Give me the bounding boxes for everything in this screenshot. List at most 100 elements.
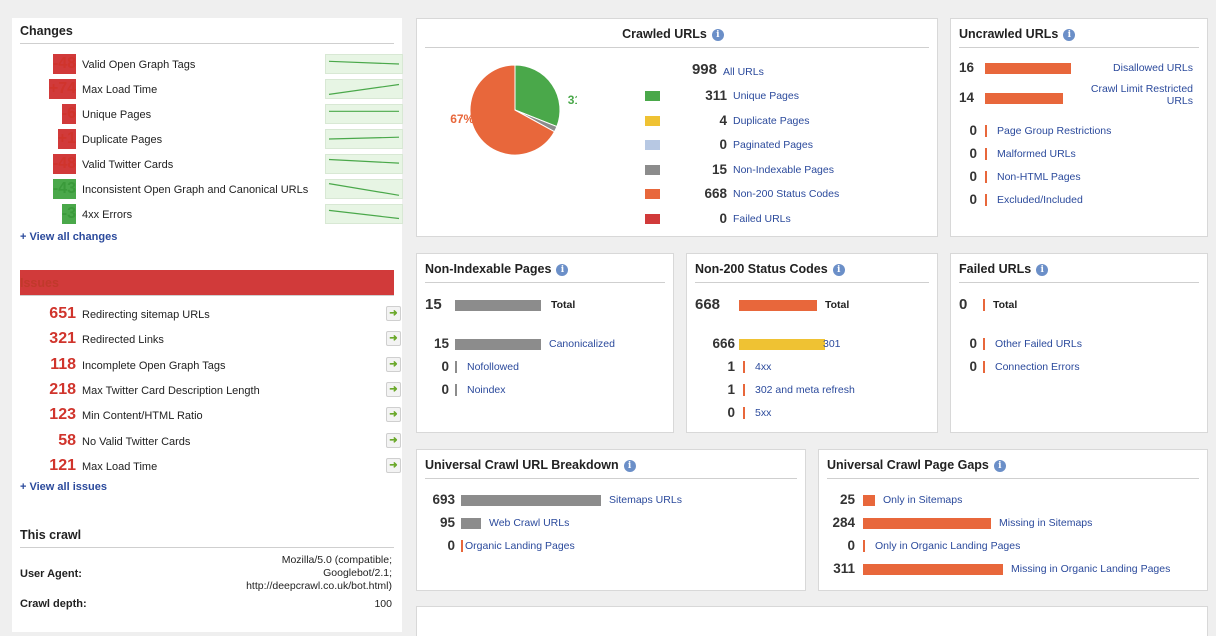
breakdown-row[interactable]: 95 Web Crawl URLs: [425, 514, 795, 532]
info-icon[interactable]: i: [711, 29, 724, 41]
failed-link[interactable]: Connection Errors: [995, 361, 1080, 373]
value-tick: [455, 384, 457, 396]
arrow-right-icon[interactable]: ➜: [386, 306, 401, 321]
non200-link[interactable]: 4xx: [755, 361, 772, 373]
arrow-right-icon[interactable]: ➜: [386, 432, 401, 448]
pie-slice-label: 67%: [450, 112, 474, 126]
arrow-right-icon[interactable]: ➜: [386, 457, 401, 473]
failed-row[interactable]: 0 Connection Errors: [959, 358, 1199, 376]
info-icon[interactable]: i: [623, 460, 636, 472]
crawled-count: 311: [705, 88, 727, 103]
non200-link[interactable]: 5xx: [755, 407, 772, 419]
issue-row[interactable]: 651 Redirecting sitemap URLs ➜: [20, 304, 401, 324]
breakdown-link[interactable]: Organic Landing Pages: [465, 540, 575, 552]
issue-row[interactable]: 121 Max Load Time ➜: [20, 456, 401, 476]
view-all-changes-link[interactable]: + View all changes: [20, 231, 118, 243]
crawled-link[interactable]: Duplicate Pages: [733, 114, 810, 127]
total-count: 668: [695, 296, 721, 313]
nonindexable-row[interactable]: 15 Canonicalized: [425, 335, 665, 353]
arrow-right-icon[interactable]: ➜: [386, 381, 401, 397]
issue-count: 58: [58, 431, 76, 449]
uncrawled-link[interactable]: Malformed URLs: [997, 148, 1076, 160]
info-icon[interactable]: i: [556, 264, 569, 276]
arrow-right-icon[interactable]: ➜: [386, 407, 401, 423]
uncrawled-row[interactable]: 0 Page Group Restrictions: [959, 122, 1199, 140]
uncrawled-row[interactable]: 14 Crawl Limit Restricted URLs: [959, 83, 1199, 107]
issue-row[interactable]: 123 Min Content/HTML Ratio ➜: [20, 405, 401, 425]
crawled-link[interactable]: Paginated Pages: [733, 139, 813, 151]
info-icon[interactable]: i: [1036, 264, 1049, 276]
crawled-count: 0: [719, 137, 727, 152]
gap-row[interactable]: 311 Missing in Organic Landing Pages: [827, 560, 1197, 578]
pie-slice: [514, 64, 561, 128]
non200-row[interactable]: 666 301: [695, 335, 935, 353]
crawled-row[interactable]: 311 Unique Pages: [645, 87, 925, 105]
nonindexable-link[interactable]: Nofollowed: [467, 361, 519, 373]
crawled-row[interactable]: 668 Non-200 Status Codes: [645, 185, 925, 203]
failed-row[interactable]: 0 Other Failed URLs: [959, 335, 1199, 353]
uncrawled-row[interactable]: 0 Malformed URLs: [959, 145, 1199, 163]
change-value: -43: [52, 179, 76, 199]
all-urls-row[interactable]: 998 All URLs: [635, 61, 935, 79]
info-icon[interactable]: i: [832, 264, 845, 276]
change-sparkline: [325, 129, 403, 149]
issue-row[interactable]: 58 No Valid Twitter Cards ➜: [20, 431, 401, 451]
breakdown-link[interactable]: Sitemaps URLs: [609, 494, 682, 506]
crawled-link[interactable]: Failed URLs: [733, 212, 791, 225]
gap-row[interactable]: 284 Missing in Sitemaps: [827, 514, 1197, 532]
nonindexable-row[interactable]: 0 Nofollowed: [425, 358, 665, 376]
breakdown-link[interactable]: Web Crawl URLs: [489, 517, 570, 529]
gap-link[interactable]: Missing in Organic Landing Pages: [1011, 563, 1171, 575]
gap-link[interactable]: Missing in Sitemaps: [999, 517, 1093, 529]
crawled-row[interactable]: 15 Non-Indexable Pages: [645, 161, 925, 179]
gap-link[interactable]: Only in Sitemaps: [883, 494, 963, 506]
issue-row[interactable]: 118 Incomplete Open Graph Tags ➜: [20, 355, 401, 375]
uncrawled-link[interactable]: Page Group Restrictions: [997, 125, 1112, 137]
uncrawled-count: 0: [969, 146, 977, 161]
info-icon[interactable]: i: [993, 460, 1006, 472]
nonindexable-link[interactable]: Noindex: [467, 384, 506, 396]
non200-link[interactable]: 301: [823, 338, 841, 350]
crawled-row[interactable]: 4 Duplicate Pages: [645, 112, 925, 130]
arrow-right-icon[interactable]: ➜: [386, 356, 401, 372]
uncrawled-row[interactable]: 16 Disallowed URLs: [959, 59, 1199, 77]
non200-row[interactable]: 0 5xx: [695, 404, 935, 422]
change-value: -48: [52, 54, 76, 74]
crawled-link[interactable]: Non-200 Status Codes: [733, 188, 840, 200]
gap-count: 311: [833, 561, 855, 576]
failed-link[interactable]: Other Failed URLs: [995, 338, 1082, 350]
crawled-urls-pie-chart: 31% 67%: [450, 64, 577, 156]
non200-row[interactable]: 1 302 and meta refresh: [695, 381, 935, 399]
crawled-count: 668: [704, 186, 727, 201]
url-breakdown-panel: Universal Crawl URL Breakdown i 693 Sitema…: [416, 449, 806, 591]
view-all-issues-link[interactable]: + View all issues: [20, 481, 107, 493]
total-row: 0 Total: [959, 296, 1199, 314]
nonindexable-link[interactable]: Canonicalized: [549, 338, 615, 350]
uncrawled-row[interactable]: 0 Excluded/Included: [959, 191, 1199, 209]
crawled-row[interactable]: 0 Paginated Pages: [645, 136, 925, 154]
non200-bar: [739, 339, 825, 350]
issue-row[interactable]: 218 Max Twitter Card Description Length ➜: [20, 380, 401, 400]
non200-row[interactable]: 1 4xx: [695, 358, 935, 376]
total-label: Total: [993, 299, 1018, 311]
uncrawled-link[interactable]: Excluded/Included: [997, 194, 1083, 206]
non200-link[interactable]: 302 and meta refresh: [755, 384, 855, 396]
all-urls-link[interactable]: All URLs: [723, 66, 764, 78]
arrow-right-icon[interactable]: ➜: [386, 331, 401, 347]
issue-row[interactable]: 321 Redirected Links ➜: [20, 329, 401, 349]
uncrawled-link[interactable]: Disallowed URLs: [1113, 62, 1193, 74]
info-icon[interactable]: i: [1063, 29, 1076, 41]
breakdown-row[interactable]: 693 Sitemaps URLs: [425, 491, 795, 509]
gap-row[interactable]: 0 Only in Organic Landing Pages: [827, 537, 1197, 555]
uncrawled-link[interactable]: Crawl Limit Restricted URLs: [1090, 83, 1193, 107]
uncrawled-link[interactable]: Non-HTML Pages: [997, 171, 1081, 183]
uncrawled-row[interactable]: 0 Non-HTML Pages: [959, 168, 1199, 186]
crawled-link[interactable]: Unique Pages: [733, 90, 799, 102]
non200-count: 1: [727, 359, 735, 374]
nonindexable-row[interactable]: 0 Noindex: [425, 381, 665, 399]
gap-row[interactable]: 25 Only in Sitemaps: [827, 491, 1197, 509]
crawled-row[interactable]: 0 Failed URLs: [645, 210, 925, 228]
gap-link[interactable]: Only in Organic Landing Pages: [875, 540, 1021, 552]
crawled-link[interactable]: Non-Indexable Pages: [733, 163, 834, 176]
breakdown-row[interactable]: 0 Organic Landing Pages: [425, 537, 795, 555]
